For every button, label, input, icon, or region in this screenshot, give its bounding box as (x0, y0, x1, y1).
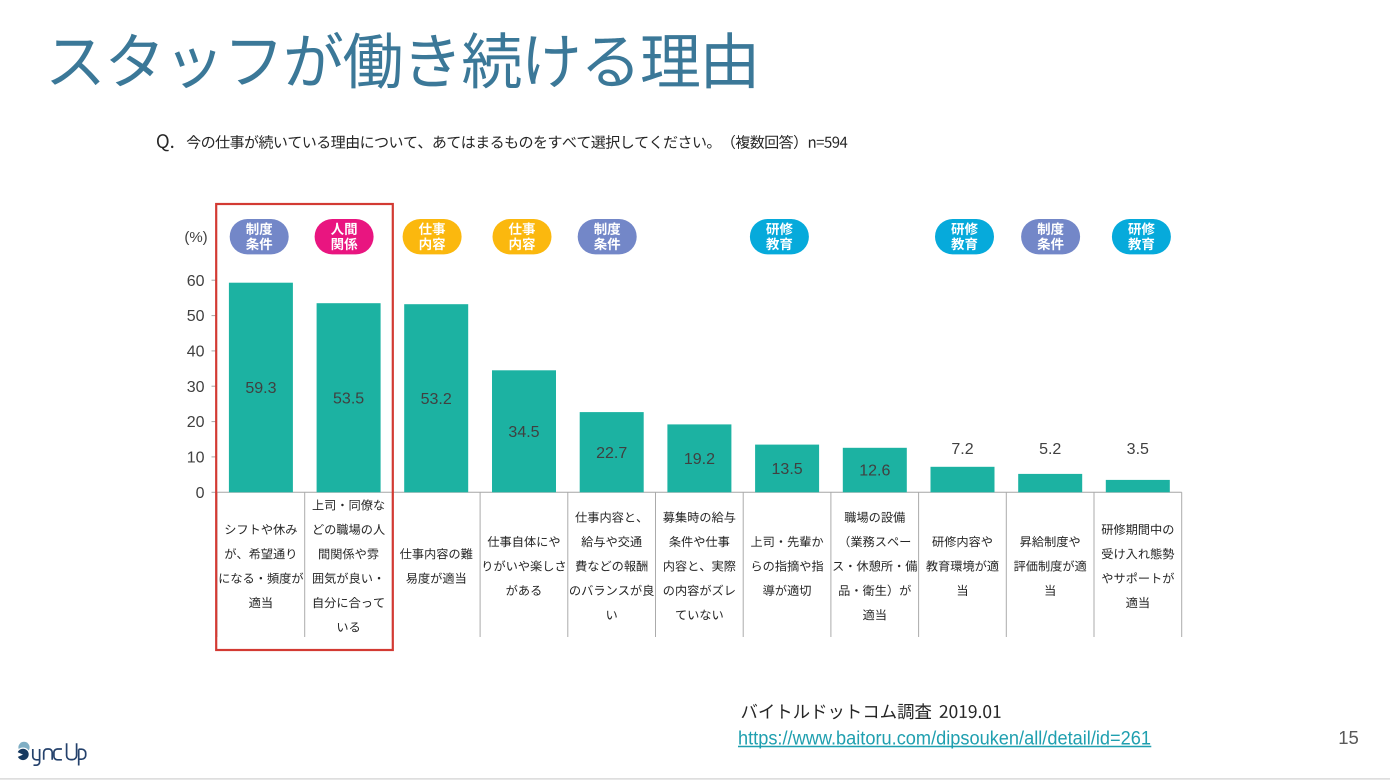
svg-text:30: 30 (187, 379, 205, 396)
svg-text:59.3: 59.3 (245, 380, 276, 397)
svg-text:12.6: 12.6 (859, 463, 890, 480)
svg-text:34.5: 34.5 (508, 424, 539, 441)
svg-text:19.2: 19.2 (684, 451, 715, 468)
svg-text:53.5: 53.5 (333, 390, 364, 407)
svg-text:40: 40 (187, 344, 205, 361)
svg-text:(%): (%) (184, 229, 207, 246)
svg-text:15: 15 (1338, 727, 1359, 748)
svg-text:https://www.baitoru.com/dipsou: https://www.baitoru.com/dipsouken/all/de… (738, 728, 1151, 749)
svg-text:22.7: 22.7 (596, 445, 627, 462)
svg-text:20: 20 (187, 414, 205, 431)
svg-text:10: 10 (187, 450, 205, 467)
svg-text:3.5: 3.5 (1127, 441, 1149, 458)
svg-text:50: 50 (187, 308, 205, 325)
svg-text:60: 60 (187, 273, 205, 290)
svg-text:0: 0 (196, 485, 205, 502)
svg-text:13.5: 13.5 (772, 461, 803, 478)
svg-text:53.2: 53.2 (421, 391, 452, 408)
svg-text:5.2: 5.2 (1039, 441, 1061, 458)
svg-text:7.2: 7.2 (951, 441, 973, 458)
